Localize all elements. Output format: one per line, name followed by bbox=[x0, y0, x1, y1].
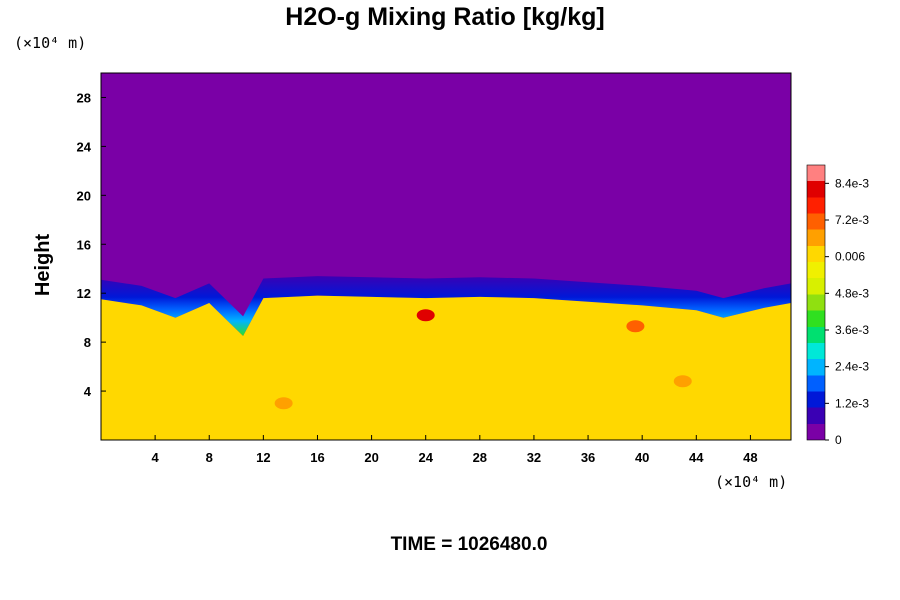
moist-spot bbox=[626, 320, 645, 333]
x-tick-label: 20 bbox=[364, 450, 378, 465]
plot-frame bbox=[100, 72, 792, 441]
y-axis-unit: (×10⁴ m) bbox=[14, 34, 86, 52]
x-tick-label: 16 bbox=[310, 450, 324, 465]
x-tick-label: 48 bbox=[743, 450, 757, 465]
moist-spot bbox=[673, 375, 692, 388]
moisture-transition-band bbox=[101, 276, 791, 336]
y-tick-label: 8 bbox=[84, 335, 91, 350]
colorbar-tick-label: 1.2e-3 bbox=[835, 396, 869, 410]
moist-spot bbox=[416, 309, 435, 322]
x-tick-label: 12 bbox=[256, 450, 270, 465]
y-tick-label: 4 bbox=[84, 384, 92, 399]
colorbar-tick-label: 0.006 bbox=[835, 250, 865, 264]
colorbar: 8.4e-3 7.2e-3 0.006 4.8e-3 3.6e-3 2.4e-3 1.2e-… bbox=[806, 164, 869, 447]
y-tick-label: 20 bbox=[77, 188, 91, 203]
x-tick-label: 36 bbox=[581, 450, 595, 465]
y-tick-label: 24 bbox=[77, 139, 92, 154]
x-tick-label: 24 bbox=[418, 450, 433, 465]
colorbar-tick-label: 4.8e-3 bbox=[835, 286, 869, 300]
chart-title: H2O-g Mixing Ratio [kg/kg] bbox=[285, 3, 604, 31]
time-label: TIME = 1026480.0 bbox=[391, 534, 548, 555]
y-tick-label: 16 bbox=[77, 237, 91, 252]
colorbar-tick-label: 3.6e-3 bbox=[835, 323, 869, 337]
y-axis-ticks: 4 8 12 16 20 24 28 bbox=[77, 90, 106, 399]
moist-spots bbox=[274, 309, 692, 410]
colorbar-gradient bbox=[806, 164, 826, 441]
x-axis-ticks: 4 8 12 16 20 24 28 32 36 40 44 48 bbox=[152, 435, 758, 465]
y-tick-label: 28 bbox=[77, 90, 91, 105]
x-tick-label: 40 bbox=[635, 450, 649, 465]
x-axis-unit: (×10⁴ m) bbox=[715, 473, 787, 491]
colorbar-ticks: 8.4e-3 7.2e-3 0.006 4.8e-3 3.6e-3 2.4e-3 1.2e-… bbox=[825, 176, 869, 447]
y-tick-label: 12 bbox=[77, 286, 91, 301]
x-tick-label: 28 bbox=[473, 450, 487, 465]
colorbar-tick-label: 2.4e-3 bbox=[835, 360, 869, 374]
plot-area bbox=[101, 73, 791, 440]
y-axis-label: Height bbox=[32, 234, 54, 297]
x-tick-label: 32 bbox=[527, 450, 541, 465]
x-tick-label: 8 bbox=[206, 450, 213, 465]
colorbar-tick-label: 7.2e-3 bbox=[835, 213, 869, 227]
moist-spot bbox=[274, 397, 293, 410]
moist-lower-field bbox=[101, 295, 791, 440]
colorbar-tick-label: 0 bbox=[835, 433, 842, 447]
colorbar-tick-label: 8.4e-3 bbox=[835, 176, 869, 190]
x-tick-label: 44 bbox=[689, 450, 704, 465]
x-tick-label: 4 bbox=[152, 450, 160, 465]
